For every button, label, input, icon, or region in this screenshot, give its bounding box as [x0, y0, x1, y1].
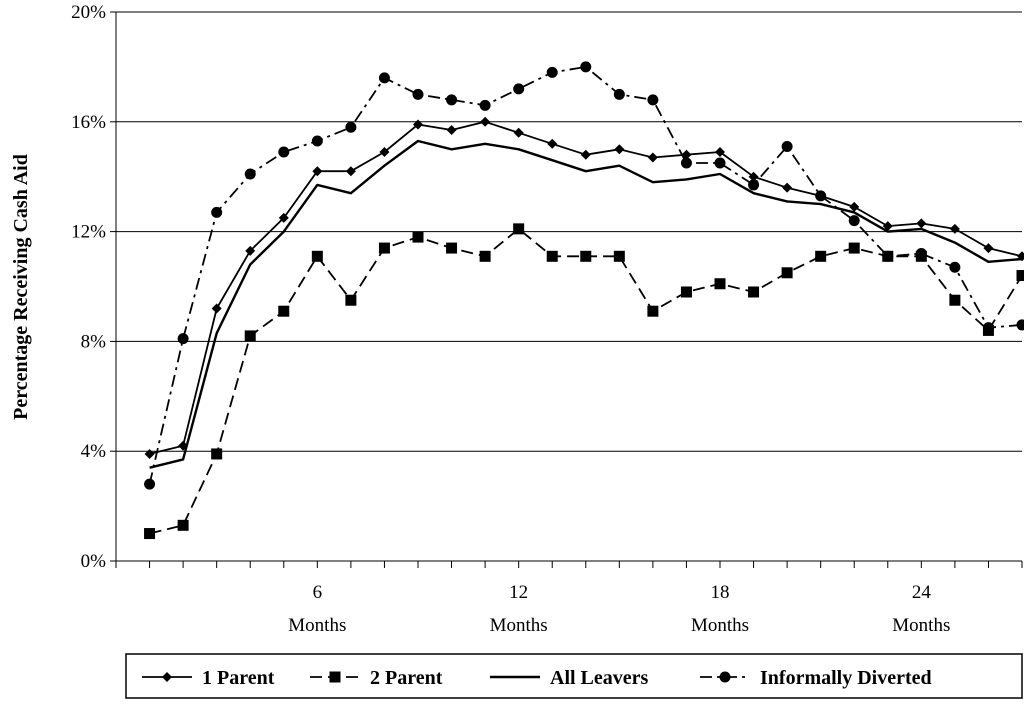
- x-tick-sublabel: Months: [691, 615, 749, 636]
- legend-marker: [720, 672, 731, 683]
- data-point: [178, 520, 189, 531]
- series-1-parent: [145, 117, 1024, 459]
- data-point: [312, 251, 323, 262]
- x-tick-label: 24: [912, 582, 932, 603]
- data-point: [547, 67, 558, 78]
- data-point: [211, 448, 222, 459]
- series-line: [150, 229, 1022, 534]
- data-point: [983, 322, 994, 333]
- legend: 1 Parent 2 Parent All Leavers Informally Di…: [126, 654, 1022, 698]
- data-point: [715, 278, 726, 289]
- data-point: [379, 243, 390, 254]
- series-line: [150, 67, 1022, 484]
- legend-label: Informally Diverted: [760, 667, 932, 689]
- data-point: [681, 157, 692, 168]
- x-tick-sublabel: Months: [490, 615, 548, 636]
- data-point: [245, 168, 256, 179]
- legend-label: 2 Parent: [370, 667, 443, 689]
- data-point: [782, 183, 792, 193]
- x-tick-label: 12: [509, 582, 528, 603]
- data-point: [278, 306, 289, 317]
- x-tick-sublabel: Months: [892, 615, 950, 636]
- series-line: [150, 141, 1022, 468]
- data-point: [949, 262, 960, 273]
- data-point: [849, 215, 860, 226]
- series-all-leavers: [150, 141, 1022, 468]
- data-point: [916, 248, 927, 259]
- data-point: [144, 528, 155, 539]
- data-point: [514, 128, 524, 138]
- data-point: [715, 157, 726, 168]
- y-tick-label: 16%: [71, 112, 106, 133]
- y-tick-label: 20%: [71, 2, 106, 23]
- data-point: [916, 218, 926, 228]
- data-point: [748, 179, 759, 190]
- x-tick-label: 6: [313, 582, 323, 603]
- data-point: [648, 152, 658, 162]
- series-informally-diverted: [144, 61, 1024, 489]
- data-point: [748, 286, 759, 297]
- data-point: [144, 479, 155, 490]
- data-point: [849, 243, 860, 254]
- data-point: [681, 286, 692, 297]
- legend-label: 1 Parent: [202, 667, 275, 689]
- data-point: [178, 333, 189, 344]
- data-point: [312, 136, 323, 147]
- data-point: [882, 251, 893, 262]
- data-point: [447, 125, 457, 135]
- data-point: [547, 251, 558, 262]
- x-tick-sublabel: Months: [288, 615, 346, 636]
- legend-label: All Leavers: [550, 667, 649, 689]
- y-tick-label: 4%: [81, 441, 107, 462]
- data-point: [480, 117, 490, 127]
- data-point: [345, 122, 356, 133]
- legend-marker: [330, 672, 341, 683]
- y-tick-label: 12%: [71, 222, 106, 243]
- data-point: [614, 89, 625, 100]
- data-point: [782, 267, 793, 278]
- data-point: [815, 190, 826, 201]
- data-point: [949, 295, 960, 306]
- data-point: [446, 243, 457, 254]
- data-point: [782, 141, 793, 152]
- data-point: [413, 232, 424, 243]
- data-point: [513, 223, 524, 234]
- data-point: [513, 83, 524, 94]
- data-point: [1017, 270, 1024, 281]
- data-point: [480, 100, 491, 111]
- data-point: [145, 449, 155, 459]
- data-point: [815, 251, 826, 262]
- x-tick-label: 18: [711, 582, 730, 603]
- data-point: [212, 303, 222, 313]
- data-point: [413, 89, 424, 100]
- series-2-parent: [144, 223, 1024, 539]
- y-axis-title-group: Percentage Receiving Cash Aid: [10, 154, 32, 420]
- y-axis-title: Percentage Receiving Cash Aid: [10, 154, 32, 420]
- data-point: [1017, 319, 1024, 330]
- data-point: [345, 295, 356, 306]
- data-point: [480, 251, 491, 262]
- y-tick-label: 8%: [81, 331, 107, 352]
- data-point: [614, 144, 624, 154]
- data-point: [346, 166, 356, 176]
- data-point: [446, 94, 457, 105]
- data-point: [983, 243, 993, 253]
- data-point: [278, 146, 289, 157]
- y-tick-label: 0%: [81, 551, 107, 572]
- data-point: [647, 94, 658, 105]
- data-point: [614, 251, 625, 262]
- data-point: [245, 330, 256, 341]
- data-point: [379, 72, 390, 83]
- data-point: [647, 306, 658, 317]
- data-point: [547, 139, 557, 149]
- data-point: [950, 224, 960, 234]
- data-point: [580, 61, 591, 72]
- data-point: [581, 150, 591, 160]
- data-point: [580, 251, 591, 262]
- data-point: [211, 207, 222, 218]
- series-group: [144, 61, 1024, 539]
